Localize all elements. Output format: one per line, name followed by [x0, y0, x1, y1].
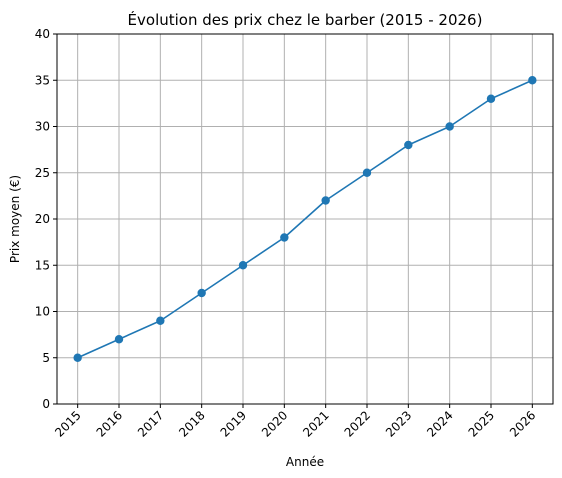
- grid-lines: [57, 33, 553, 405]
- data-point: [404, 140, 413, 150]
- data-point: [362, 168, 372, 177]
- data-point: [280, 233, 289, 242]
- y-tick-label: 0: [42, 397, 50, 411]
- y-tick-label: 30: [35, 120, 50, 134]
- series-line: [77, 79, 533, 359]
- y-tick-label: 15: [35, 258, 50, 272]
- data-point: [114, 335, 124, 344]
- y-tick-label: 40: [35, 27, 50, 41]
- y-tick-label: 35: [35, 73, 50, 87]
- y-tick-label: 20: [35, 212, 50, 226]
- data-point: [238, 261, 248, 270]
- series: [73, 76, 537, 362]
- y-axis-label: Prix moyen (€): [8, 175, 22, 263]
- data-point: [197, 288, 206, 298]
- data-point: [321, 196, 330, 205]
- y-tick-label: 25: [35, 166, 50, 180]
- x-axis-label: Année: [286, 455, 324, 469]
- data-point: [445, 122, 454, 131]
- data-point: [528, 76, 537, 85]
- data-point: [486, 94, 496, 103]
- y-tick-label: 5: [42, 351, 50, 365]
- data-point: [156, 316, 165, 325]
- y-tick-label: 10: [35, 305, 50, 319]
- data-point: [73, 353, 82, 362]
- chart-title: Évolution des prix chez le barber (2015 …: [128, 10, 483, 29]
